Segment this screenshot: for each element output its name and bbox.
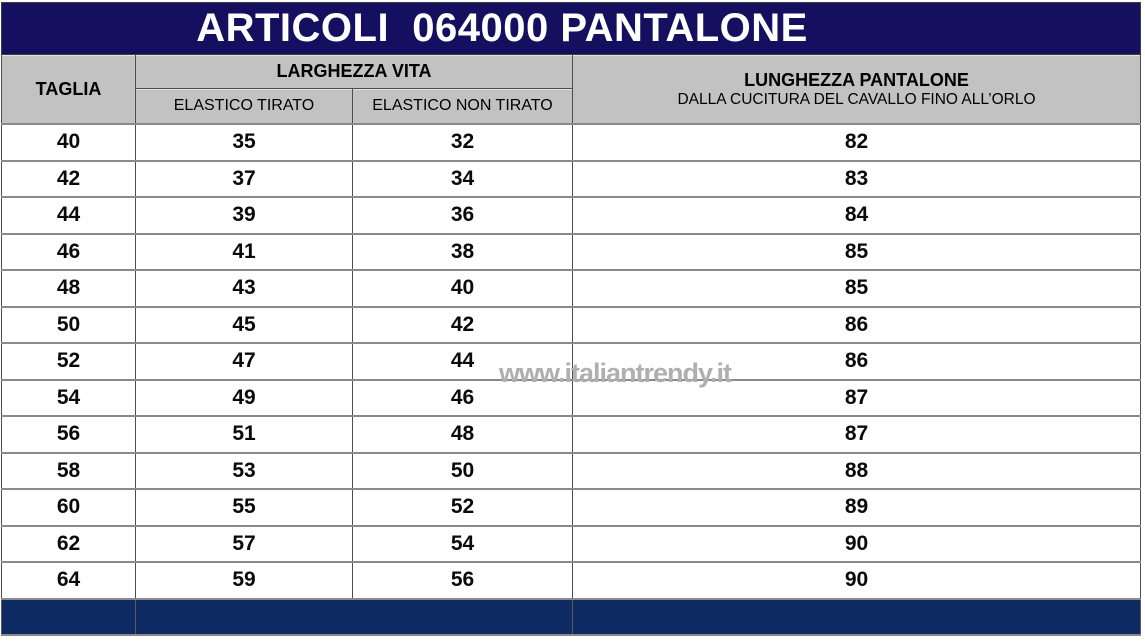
header-row-top: TAGLIA LARGHEZZA VITA LUNGHEZZA PANTALON… [1,54,1142,125]
cell-elastico-tirato: 47 [135,342,353,381]
column-header-larghezza-vita: LARGHEZZA VITA [135,54,573,89]
footer-cell-lunghezza [571,597,1142,636]
cell-lunghezza: 90 [571,524,1142,563]
column-header-elastico-tirato: ELASTICO TIRATO [135,88,353,125]
cell-elastico-non-tirato: 48 [352,415,573,454]
table-row: 52 47 44 86 [1,342,1142,381]
cell-lunghezza: 82 [571,123,1142,162]
cell-elastico-tirato: 41 [135,232,353,271]
table-row: 64 59 56 90 [1,561,1142,600]
cell-taglia: 58 [1,451,136,490]
table-row: 46 41 38 85 [1,232,1142,271]
table-row: 54 49 46 87 [1,378,1142,417]
table-row: 44 39 36 84 [1,196,1142,235]
cell-lunghezza: 83 [571,159,1142,198]
cell-elastico-non-tirato: 36 [352,196,573,235]
cell-elastico-tirato: 45 [135,305,353,344]
cell-elastico-tirato: 35 [135,123,353,162]
cell-taglia: 40 [1,123,136,162]
cell-lunghezza: 87 [571,415,1142,454]
cell-elastico-tirato: 55 [135,488,353,527]
cell-elastico-non-tirato: 56 [352,561,573,600]
cell-lunghezza: 84 [571,196,1142,235]
cell-taglia: 54 [1,378,136,417]
table-row: 40 35 32 82 [1,123,1142,162]
table-row: 48 43 40 85 [1,269,1142,308]
cell-elastico-non-tirato: 40 [352,269,573,308]
cell-lunghezza: 88 [571,451,1142,490]
cell-elastico-tirato: 51 [135,415,353,454]
table-row: 62 57 54 90 [1,524,1142,563]
cell-taglia: 48 [1,269,136,308]
cell-taglia: 62 [1,524,136,563]
cell-taglia: 50 [1,305,136,344]
table-row: 56 51 48 87 [1,415,1142,454]
table-row: 58 53 50 88 [1,451,1142,490]
cell-lunghezza: 86 [571,305,1142,344]
cell-taglia: 56 [1,415,136,454]
cell-elastico-tirato: 53 [135,451,353,490]
cell-elastico-tirato: 49 [135,378,353,417]
cell-taglia: 64 [1,561,136,600]
cell-elastico-non-tirato: 38 [352,232,573,271]
cell-elastico-tirato: 37 [135,159,353,198]
cell-lunghezza: 85 [571,269,1142,308]
table-row: 42 37 34 83 [1,159,1142,198]
header-row-sub: ELASTICO TIRATO ELASTICO NON TIRATO [2,88,1141,125]
column-header-taglia: TAGLIA [1,54,136,125]
table-row: 60 55 52 89 [1,488,1142,527]
cell-elastico-non-tirato: 50 [352,451,573,490]
cell-lunghezza: 87 [571,378,1142,417]
footer-cell-taglia [1,597,136,636]
lunghezza-pantalone-subtitle: DALLA CUCITURA DEL CAVALLO FINO ALL’ORLO [677,91,1036,108]
column-header-lunghezza-pantalone: LUNGHEZZA PANTALONE DALLA CUCITURA DEL C… [571,54,1142,125]
column-header-elastico-non-tirato: ELASTICO NON TIRATO [352,88,573,125]
cell-elastico-non-tirato: 52 [352,488,573,527]
cell-elastico-tirato: 57 [135,524,353,563]
cell-elastico-non-tirato: 32 [352,123,573,162]
cell-lunghezza: 90 [571,561,1142,600]
cell-elastico-non-tirato: 42 [352,305,573,344]
cell-taglia: 46 [1,232,136,271]
table-body: 40 35 32 82 42 37 34 83 44 39 36 84 46 41 38 85 48 43 40 85… [1,123,1142,600]
cell-lunghezza: 86 [571,342,1142,381]
cell-elastico-non-tirato: 46 [352,378,573,417]
lunghezza-pantalone-title: LUNGHEZZA PANTALONE [744,70,969,90]
cell-taglia: 52 [1,342,136,381]
cell-elastico-non-tirato: 54 [352,524,573,563]
footer-cell-larghezza [135,597,573,636]
footer-row [1,597,1142,636]
cell-taglia: 60 [1,488,136,527]
cell-taglia: 44 [1,196,136,235]
title-row: ARTICOLI 064000 PANTALONE [0,2,1142,55]
cell-elastico-tirato: 39 [135,196,353,235]
cell-elastico-tirato: 59 [135,561,353,600]
cell-elastico-non-tirato: 34 [352,159,573,198]
cell-elastico-tirato: 43 [135,269,353,308]
table-row: 50 45 42 86 [1,305,1142,344]
cell-taglia: 42 [1,159,136,198]
cell-lunghezza: 89 [571,488,1142,527]
cell-elastico-non-tirato: 44 [352,342,573,381]
cell-lunghezza: 85 [571,232,1142,271]
page-title: ARTICOLI 064000 PANTALONE [0,2,1142,55]
